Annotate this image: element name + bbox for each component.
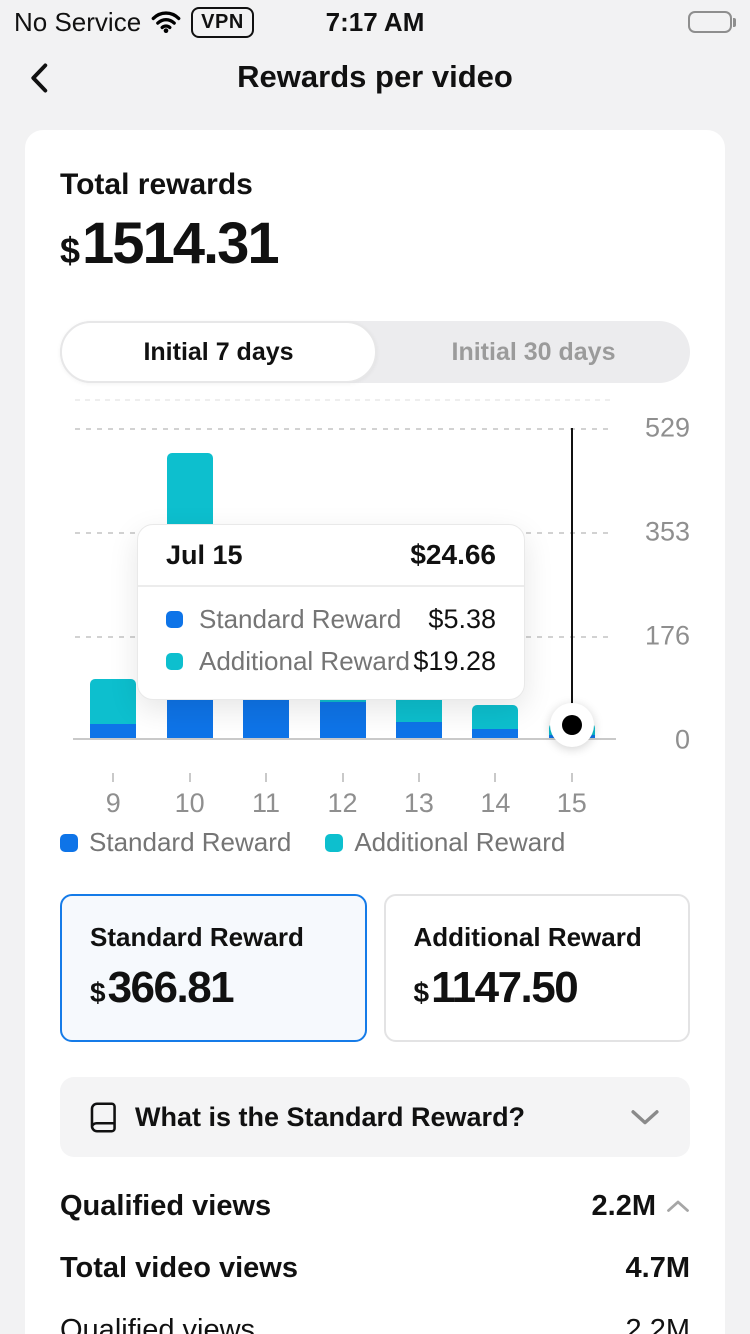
y-tick-0: 0 (674, 724, 690, 755)
tooltip-total: $24.66 (410, 539, 496, 570)
faq-question: What is the Standard Reward? (135, 1101, 526, 1132)
legend-standard-label: Standard Reward (89, 827, 292, 857)
total-video-views-value: 4.7M (625, 1251, 690, 1284)
x-tick-15: 15 (556, 788, 587, 818)
qualified-views-sub-label: Qualified views (60, 1313, 256, 1334)
y-tick-353: 353 (644, 516, 690, 547)
tooltip-row-standard: Standard Reward $5.38 (138, 599, 524, 641)
bar-day-9[interactable] (90, 679, 137, 738)
total-video-views-row: Total video views 4.7M (60, 1237, 690, 1299)
selected-day-marker[interactable] (549, 703, 594, 747)
tab-initial-30-days[interactable]: Initial 30 days (451, 337, 616, 366)
tooltip-row-additional: Additional Reward $19.28 (138, 641, 524, 683)
x-tick-9: 9 (105, 788, 121, 818)
total-video-views-label: Total video views (60, 1251, 298, 1284)
x-tick-11: 11 (252, 788, 281, 818)
clock: 7:17 AM (325, 6, 425, 37)
carrier-label: No Service (14, 6, 142, 37)
x-axis-tick (188, 773, 191, 782)
currency-symbol: $ (413, 977, 430, 1008)
main-card: Total rewards $ 1514.31 Initial 7 days I… (25, 130, 725, 1334)
nav-header: Rewards per video (0, 44, 750, 110)
bar-segment-standard (90, 723, 137, 738)
qualified-views-sub-row: Qualified views 2.2M (60, 1299, 690, 1334)
chart-top-gridline (75, 399, 610, 401)
standard-reward-card-value: 366.81 (107, 963, 235, 1012)
tooltip-additional-value: $19.28 (413, 646, 496, 676)
bar-day-11[interactable] (243, 693, 290, 738)
x-tick-12: 12 (327, 788, 358, 818)
standard-reward-card[interactable]: Standard Reward $ 366.81 (60, 894, 367, 1042)
chevron-up-icon (666, 1199, 690, 1213)
selected-day-dot (561, 715, 582, 735)
tab-initial-7-days[interactable]: Initial 7 days (60, 321, 377, 383)
chart-plot: Jul 15 $24.66 Standard Reward $5.38 Addi… (73, 428, 616, 818)
total-rewards-label: Total rewards (60, 168, 253, 201)
selected-day-line (570, 428, 574, 708)
status-bar: No Service VPN 7:17 AM (0, 0, 750, 44)
additional-reward-card[interactable]: Additional Reward $ 1147.50 (383, 894, 690, 1042)
vpn-badge: VPN (191, 6, 254, 38)
qualified-views-label: Qualified views (60, 1189, 272, 1222)
rewards-chart: Jul 15 $24.66 Standard Reward $5.38 Addi… (60, 395, 690, 818)
faq-row[interactable]: What is the Standard Reward? (60, 1077, 690, 1157)
x-tick-14: 14 (480, 788, 511, 818)
total-rewards-value: 1514.31 (82, 211, 280, 276)
standard-reward-swatch (60, 833, 78, 852)
qualified-views-value: 2.2M (591, 1189, 656, 1222)
reward-cards-row: Standard Reward $ 366.81 Additional Rewa… (60, 894, 690, 1042)
bar-segment-additional (90, 679, 137, 724)
legend-standard-reward: Standard Reward (60, 827, 291, 858)
x-axis-tick (112, 773, 115, 782)
total-rewards-amount: $ 1514.31 (60, 210, 690, 277)
tooltip-date: Jul 15 (166, 539, 243, 570)
bar-segment-standard (319, 702, 366, 738)
battery-icon (687, 11, 736, 33)
back-button[interactable] (28, 62, 58, 94)
x-axis-tick (494, 773, 497, 782)
y-tick-529: 529 (644, 412, 690, 443)
chevron-down-icon (630, 1109, 660, 1126)
bar-segment-standard (395, 722, 442, 738)
bar-segment-additional (472, 704, 519, 730)
book-icon (90, 1101, 117, 1133)
bar-day-14[interactable] (472, 704, 519, 738)
x-axis-tick (265, 773, 268, 782)
tooltip-additional-label: Additional Reward (199, 646, 411, 676)
legend-additional-reward: Additional Reward (325, 827, 565, 858)
x-tick-13: 13 (403, 788, 434, 818)
gridline-529 (75, 428, 610, 430)
chart-legend: Standard Reward Additional Reward (60, 827, 690, 858)
x-tick-10: 10 (174, 788, 205, 818)
stats-section: Qualified views 2.2M Total video views 4… (60, 1175, 690, 1334)
wifi-icon (151, 11, 181, 33)
currency-symbol: $ (90, 977, 106, 1008)
additional-reward-swatch (325, 833, 344, 852)
standard-reward-swatch (166, 611, 183, 628)
x-axis-tick (341, 773, 344, 782)
currency-symbol: $ (60, 230, 81, 271)
chart-tooltip: Jul 15 $24.66 Standard Reward $5.38 Addi… (137, 524, 525, 700)
bar-segment-standard (166, 693, 213, 738)
page-title: Rewards per video (237, 59, 513, 94)
x-axis-tick (570, 773, 573, 782)
bar-day-13[interactable] (395, 693, 442, 738)
tooltip-standard-value: $5.38 (428, 604, 496, 634)
bar-day-12[interactable] (319, 693, 366, 738)
period-segmented-control: Initial 7 days Initial 30 days (60, 321, 690, 383)
standard-reward-card-title: Standard Reward (90, 922, 304, 952)
additional-reward-card-value: 1147.50 (431, 963, 579, 1012)
y-tick-176: 176 (644, 620, 690, 651)
tooltip-standard-label: Standard Reward (199, 604, 402, 634)
additional-reward-card-title: Additional Reward (413, 922, 642, 952)
legend-additional-label: Additional Reward (354, 827, 566, 857)
qualified-views-sub-value: 2.2M (625, 1313, 690, 1334)
tooltip-divider (138, 585, 524, 587)
x-axis-tick (417, 773, 420, 782)
bar-segment-standard (243, 693, 290, 738)
qualified-views-header-row[interactable]: Qualified views 2.2M (60, 1175, 690, 1237)
bar-segment-standard (472, 729, 519, 738)
additional-reward-swatch (166, 653, 183, 670)
x-axis-line (73, 738, 616, 740)
